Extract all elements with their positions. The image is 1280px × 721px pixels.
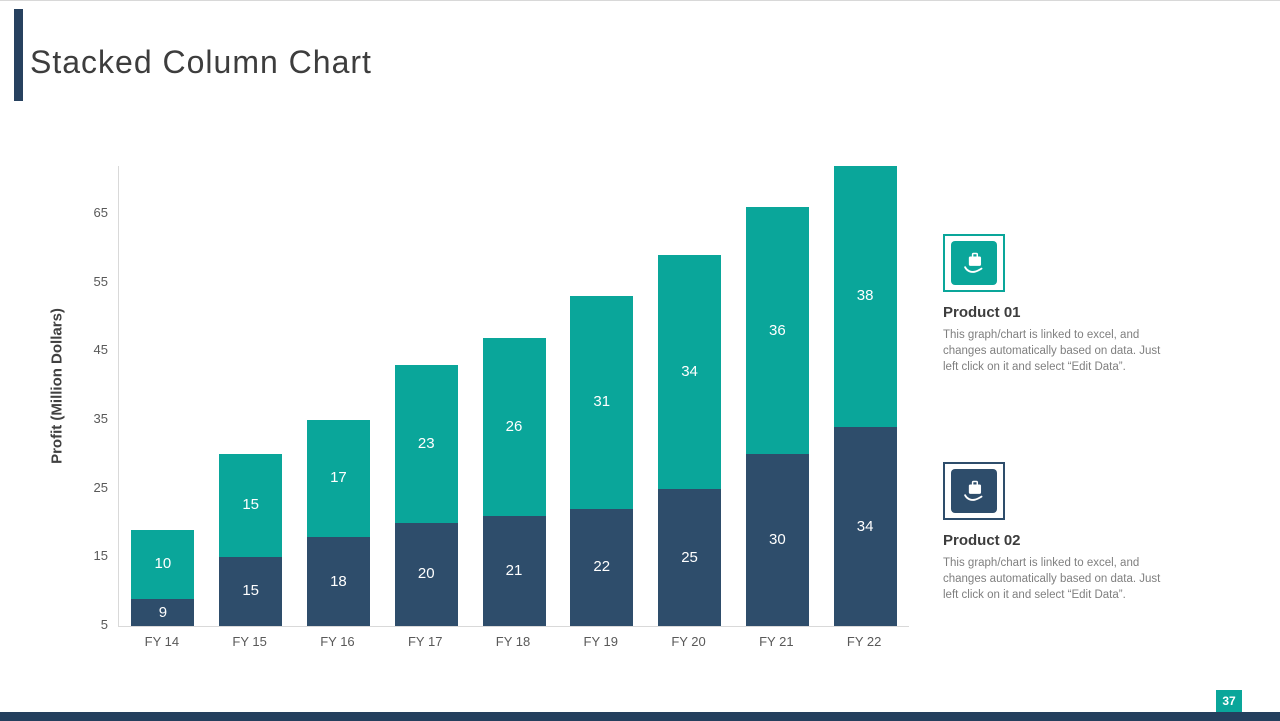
- x-axis: FY 14 FY 15 FY 16 FY 17 FY 18 FY 19 FY 20 FY 21…: [40, 634, 920, 654]
- hand-briefcase-icon: [943, 462, 1005, 520]
- bar-segment-product-02: 9: [131, 598, 195, 626]
- legend-item-title: Product 01: [943, 304, 1021, 321]
- x-axis-label: FY 19: [583, 634, 618, 649]
- bar-segment-product-02: 18: [306, 536, 370, 626]
- bar-segment-product-02: 25: [658, 488, 722, 626]
- y-tick-label: 35: [93, 411, 108, 427]
- bar-segment-product-01: 17: [306, 420, 370, 537]
- bar-segment-product-02: 30: [745, 454, 809, 626]
- bar-segment-product-02: 21: [482, 516, 546, 626]
- y-tick-label: 25: [93, 479, 108, 495]
- bar-segment-product-01: 26: [482, 337, 546, 517]
- title-accent-bar: [14, 9, 23, 101]
- y-tick-label: 65: [93, 205, 108, 221]
- hand-briefcase-icon-glyph: [951, 469, 997, 513]
- legend-item-description: This graph/chart is linked to excel, and…: [943, 557, 1161, 602]
- y-tick-label: 15: [93, 548, 108, 564]
- bar-segment-product-02: 34: [833, 426, 897, 626]
- bar-segment-product-01: 15: [219, 454, 283, 558]
- x-axis-label: FY 15: [232, 634, 267, 649]
- y-axis-title: Profit (Million Dollars): [48, 308, 66, 464]
- x-axis-label: FY 20: [671, 634, 706, 649]
- stacked-column-chart[interactable]: Profit (Million Dollars) 5 15 25 35 45 55 65 9…: [40, 151, 920, 671]
- bar-segment-product-01: 34: [658, 255, 722, 489]
- y-tick-label: 5: [100, 617, 108, 632]
- bar-segment-product-01: 36: [745, 207, 809, 455]
- page-title: Stacked Column Chart: [30, 44, 372, 81]
- page-number-badge: 37: [1216, 690, 1242, 712]
- y-tick-label: 55: [93, 273, 108, 289]
- plot-area: 9 10 15 15 18 17 20 23 21 26 22 31 25 34 30 36 34 38: [118, 166, 909, 627]
- legend-item-description: This graph/chart is linked to excel, and…: [943, 329, 1161, 374]
- x-axis-label: FY 14: [144, 634, 180, 649]
- legend-item-product-02: Product 02 This graph/chart is linked to…: [943, 462, 1178, 603]
- bar-segment-product-01: 10: [131, 529, 195, 599]
- bar-segment-product-02: 20: [394, 523, 458, 626]
- x-axis-label: FY 22: [846, 634, 882, 649]
- legend-item-title: Product 02: [943, 532, 1021, 549]
- bar-segment-product-01: 23: [394, 365, 458, 523]
- x-axis-label: FY 21: [759, 634, 794, 649]
- y-tick-label: 45: [93, 342, 108, 358]
- footer-bar: [0, 712, 1280, 721]
- x-axis-label: FY 18: [495, 634, 531, 649]
- bar-segment-product-01: 31: [570, 296, 634, 510]
- hand-briefcase-icon-glyph: [951, 241, 997, 285]
- bar-segment-product-02: 15: [219, 557, 283, 626]
- x-axis-label: FY 17: [407, 634, 443, 649]
- x-axis-label: FY 16: [320, 634, 355, 649]
- bar-segment-product-02: 22: [570, 509, 634, 626]
- hand-briefcase-icon: [943, 234, 1005, 292]
- legend-item-product-01: Product 01 This graph/chart is linked to…: [943, 234, 1178, 375]
- bar-segment-product-01: 38: [833, 166, 897, 427]
